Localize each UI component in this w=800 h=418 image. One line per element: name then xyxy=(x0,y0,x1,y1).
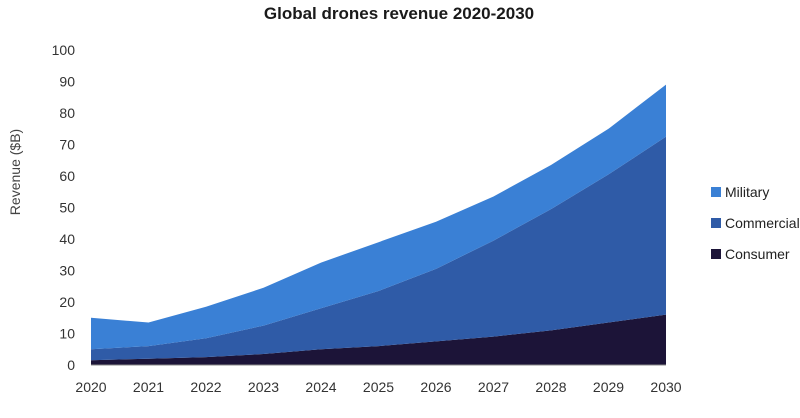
y-axis-ticks: 0 10 20 30 40 50 60 70 80 90 100 xyxy=(52,42,76,373)
y-tick-label: 50 xyxy=(59,200,75,216)
x-tick-label: 2029 xyxy=(593,379,624,395)
y-tick-label: 60 xyxy=(59,168,75,184)
legend-label-military: Military xyxy=(725,184,769,200)
y-tick-label: 40 xyxy=(59,231,75,247)
legend-swatch-consumer xyxy=(711,249,721,259)
legend-label-consumer: Consumer xyxy=(725,246,790,262)
legend-label-commercial: Commercial xyxy=(725,215,800,231)
legend-swatch-commercial xyxy=(711,218,721,228)
x-tick-label: 2027 xyxy=(478,379,509,395)
y-tick-label: 20 xyxy=(59,294,75,310)
x-tick-label: 2020 xyxy=(75,379,106,395)
area-military xyxy=(91,84,666,350)
x-tick-label: 2030 xyxy=(650,379,681,395)
x-tick-label: 2021 xyxy=(133,379,164,395)
y-tick-label: 30 xyxy=(59,263,75,279)
y-tick-label: 70 xyxy=(59,137,75,153)
chart-title: Global drones revenue 2020-2030 xyxy=(264,4,534,23)
x-axis-ticks: 2020 2021 2022 2023 2024 2025 2026 2027 2028 2029… xyxy=(75,379,681,395)
y-tick-label: 90 xyxy=(59,74,75,90)
x-tick-label: 2026 xyxy=(420,379,451,395)
area-commercial xyxy=(91,136,666,361)
x-tick-label: 2025 xyxy=(363,379,394,395)
x-tick-label: 2028 xyxy=(535,379,566,395)
x-tick-label: 2022 xyxy=(190,379,221,395)
area-consumer xyxy=(91,314,666,365)
area-layer xyxy=(91,84,666,365)
y-tick-label: 80 xyxy=(59,105,75,121)
legend: Military Commercial Consumer xyxy=(711,184,800,262)
legend-swatch-military xyxy=(711,187,721,197)
y-axis-label: Revenue ($B) xyxy=(7,129,23,215)
x-tick-label: 2024 xyxy=(305,379,336,395)
y-tick-label: 0 xyxy=(67,357,75,373)
y-tick-label: 100 xyxy=(52,42,76,58)
y-tick-label: 10 xyxy=(59,326,75,342)
x-tick-label: 2023 xyxy=(248,379,279,395)
